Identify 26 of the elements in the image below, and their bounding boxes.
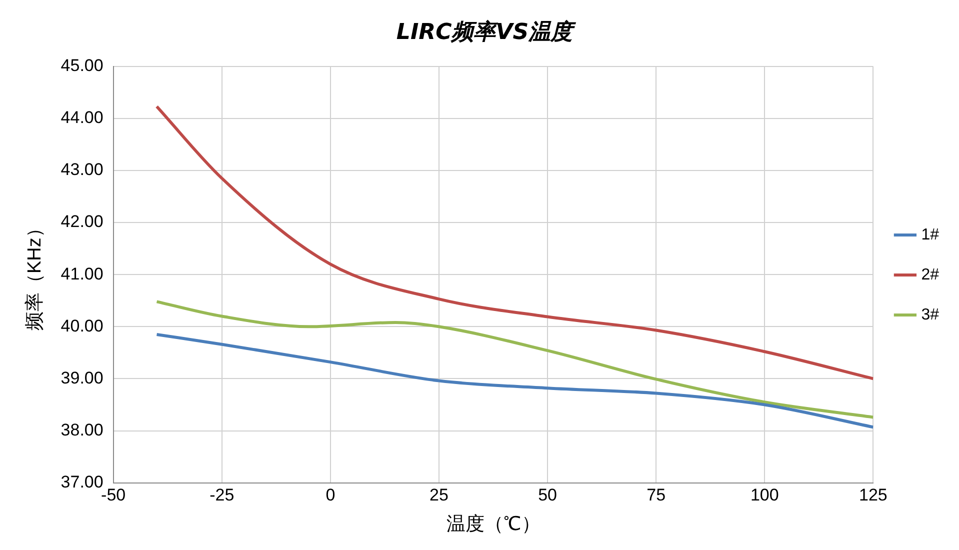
y-tick-label: 42.00 [60,212,104,232]
y-axis-title: 频率（KHz） [24,218,46,331]
line-series [155,104,874,380]
x-tick-label: 50 [538,486,558,505]
y-tick-label: 45.00 [60,56,104,76]
x-tick-label: 25 [430,486,448,505]
y-tick-label: 37.00 [60,472,104,492]
line-series [155,332,874,429]
y-tick-label: 39.00 [60,368,104,388]
legend-label: 2# [921,266,940,284]
x-tick-label: 100 [750,486,779,505]
y-tick-label: 43.00 [60,160,104,180]
legend-label: 3# [921,306,940,324]
y-tick-label: 44.00 [60,108,104,128]
y-tick-label: 40.00 [60,316,104,336]
x-tick-label: -50 [101,486,126,505]
legend-label: 1# [921,226,940,244]
chart-title: LIRC频率VS温度 [396,18,577,45]
line-series [155,300,874,419]
y-tick-label: 38.00 [60,420,104,440]
x-axis-title: 温度（℃） [446,512,540,535]
x-tick-label: 75 [646,486,666,505]
x-tick-label: 125 [859,486,888,505]
y-tick-label: 41.00 [60,264,104,284]
x-tick-label: 0 [326,486,336,505]
x-tick-label: -25 [210,486,234,505]
